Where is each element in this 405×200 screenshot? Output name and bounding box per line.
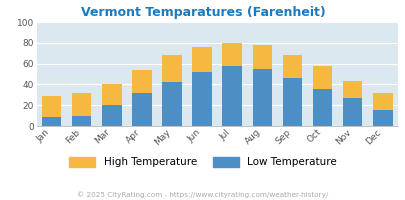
- Bar: [192, 47, 211, 72]
- Bar: [252, 45, 271, 69]
- Text: © 2025 CityRating.com - https://www.cityrating.com/weather-history/: © 2025 CityRating.com - https://www.city…: [77, 191, 328, 198]
- Bar: [102, 84, 122, 105]
- Bar: [312, 89, 332, 126]
- Bar: [42, 96, 61, 117]
- Bar: [252, 69, 271, 126]
- Text: Vermont Temparatures (Farenheit): Vermont Temparatures (Farenheit): [81, 6, 324, 19]
- Bar: [342, 98, 362, 126]
- Bar: [342, 81, 362, 98]
- Bar: [72, 93, 91, 116]
- Bar: [282, 55, 302, 78]
- Legend: High Temperature, Low Temperature: High Temperature, Low Temperature: [69, 157, 336, 167]
- Bar: [42, 117, 61, 126]
- Bar: [222, 66, 241, 126]
- Bar: [162, 82, 181, 126]
- Bar: [102, 105, 122, 126]
- Bar: [192, 72, 211, 126]
- Bar: [162, 55, 181, 82]
- Bar: [372, 110, 392, 126]
- Bar: [372, 93, 392, 110]
- Bar: [72, 116, 91, 126]
- Bar: [282, 78, 302, 126]
- Bar: [132, 93, 151, 126]
- Bar: [222, 43, 241, 66]
- Bar: [312, 66, 332, 89]
- Bar: [132, 70, 151, 93]
